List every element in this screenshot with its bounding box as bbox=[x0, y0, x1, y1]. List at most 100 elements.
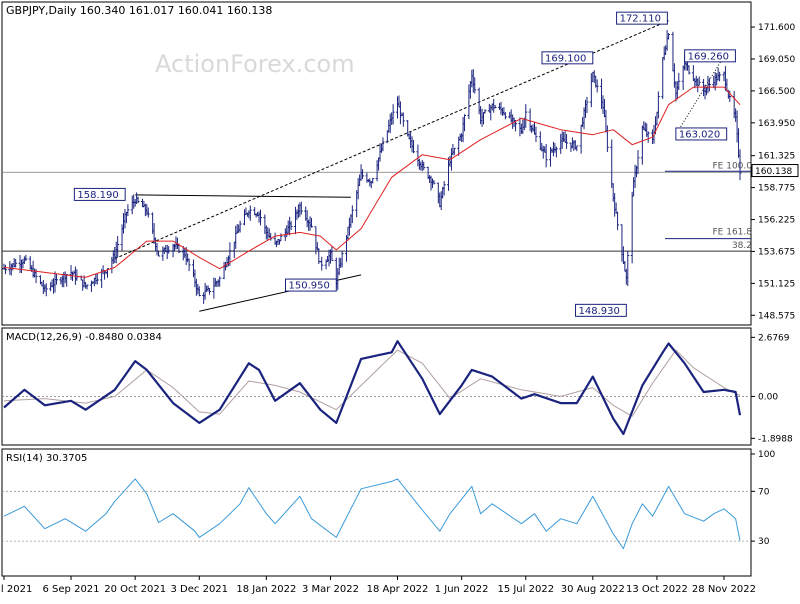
ohlc-bar bbox=[697, 76, 701, 86]
rsi-panel: RSI(14) 30.3705 100 70 30 bbox=[1, 448, 775, 577]
ohlc-bar bbox=[656, 91, 660, 119]
ohlc-bar bbox=[330, 245, 334, 261]
ohlc-bar bbox=[218, 276, 222, 287]
label-169100-box bbox=[541, 51, 594, 65]
price-axis-tick-label: 163.950 bbox=[758, 119, 795, 129]
ohlc-bar bbox=[156, 250, 160, 257]
ohlc-bar bbox=[585, 96, 589, 114]
fib-38-label: 38.2 bbox=[732, 241, 752, 251]
rsi-axis-tick-label: 70 bbox=[758, 487, 770, 497]
x-tick-label: 30 Aug 2022 bbox=[561, 584, 625, 595]
rsi-title: RSI(14) 30.3705 bbox=[6, 453, 87, 464]
ohlc-bar bbox=[442, 181, 446, 196]
ohlc-bar bbox=[422, 161, 426, 171]
ohlc-bar bbox=[350, 205, 354, 224]
label-158190-box bbox=[73, 187, 126, 201]
x-tick-label: 28 Nov 2022 bbox=[692, 584, 756, 595]
price-axis-tick-label: 158.775 bbox=[758, 184, 795, 194]
ohlc-bar bbox=[44, 283, 48, 297]
ohlc-bar bbox=[126, 204, 130, 217]
x-tick-label: 22 Jul 2021 bbox=[0, 584, 32, 595]
ohlc-bar bbox=[167, 246, 171, 254]
ohlc-bar bbox=[228, 242, 232, 266]
ohlc-bar bbox=[616, 211, 620, 231]
ohlc-bar bbox=[554, 146, 558, 158]
ohlc-bar bbox=[432, 180, 436, 185]
ohlc-bar bbox=[728, 90, 732, 103]
price-header: GBPJPY,Daily 160.340 161.017 160.041 160… bbox=[6, 4, 272, 17]
ohlc-bar bbox=[401, 112, 405, 127]
ohlc-bar bbox=[24, 254, 28, 262]
price-axis-tick-label: 151.125 bbox=[758, 279, 795, 289]
trendline-3 bbox=[675, 56, 725, 135]
ohlc-bar bbox=[14, 259, 18, 268]
ohlc-bar bbox=[503, 112, 507, 120]
trendline-2 bbox=[135, 194, 351, 198]
rsi-axis-tick-label: 100 bbox=[758, 450, 775, 460]
ohlc-bar bbox=[279, 233, 283, 242]
ohlc-bar bbox=[3, 264, 7, 275]
ohlc-bar bbox=[718, 71, 722, 82]
label-169100: 169.100 bbox=[545, 53, 586, 64]
rsi-axis-tick-label: 30 bbox=[758, 537, 770, 547]
ohlc-bar bbox=[626, 250, 630, 286]
ohlc-bar bbox=[452, 147, 456, 156]
x-tick-label: 1 Jun 2022 bbox=[435, 584, 489, 595]
fe-100-label: FE 100.0 bbox=[713, 161, 753, 171]
ohlc-bar bbox=[187, 258, 191, 272]
label-150950-box bbox=[284, 278, 337, 292]
ohlc-bar bbox=[473, 77, 477, 94]
ohlc-bar bbox=[310, 217, 314, 228]
price-axis-tick-label: 171.600 bbox=[758, 23, 795, 33]
watermark: ActionForex.com bbox=[155, 50, 355, 78]
macd-panel: MACD(12,26,9) -0.8480 0.0384 2.6769 0.00 -… bbox=[1, 327, 793, 446]
macd-signal-line bbox=[3, 349, 741, 417]
macd-title: MACD(12,26,9) -0.8480 0.0384 bbox=[6, 332, 162, 343]
fe-161-label: FE 161.8 bbox=[713, 228, 753, 238]
x-tick-label: 6 Sep 2021 bbox=[43, 584, 100, 595]
ohlc-bar bbox=[738, 149, 742, 181]
label-169260: 169.260 bbox=[688, 51, 729, 62]
x-tick-label: 20 Oct 2021 bbox=[104, 584, 166, 595]
ohlc-bar bbox=[687, 65, 691, 75]
label-148930: 148.930 bbox=[579, 306, 620, 317]
ohlc-bar bbox=[54, 273, 58, 285]
ohlc-bar bbox=[289, 221, 293, 230]
macd-axis-tick-label: -1.8988 bbox=[758, 434, 793, 444]
x-tick-label: 15 Jul 2022 bbox=[497, 584, 554, 595]
ohlc-bar bbox=[534, 126, 538, 142]
ohlc-bar bbox=[595, 79, 599, 93]
x-tick-label: 3 Mar 2022 bbox=[302, 584, 359, 595]
ohlc-bar bbox=[238, 220, 242, 233]
ohlc-bar bbox=[371, 177, 375, 184]
macd-line bbox=[3, 340, 742, 436]
price-axis-tick-label: 161.325 bbox=[758, 152, 795, 162]
ohlc-bar bbox=[381, 137, 385, 152]
ohlc-bar bbox=[248, 205, 252, 221]
label-169260-box bbox=[684, 49, 736, 63]
label-158190: 158.190 bbox=[77, 190, 118, 201]
label-172110: 172.110 bbox=[620, 14, 661, 25]
ohlc-bar bbox=[483, 109, 487, 114]
ohlc-bar bbox=[391, 104, 395, 125]
ohlc-bar bbox=[493, 104, 497, 109]
ohlc-bar bbox=[636, 150, 640, 175]
x-axis: 22 Jul 2021 6 Sep 2021 20 Oct 2021 3 Dec 20… bbox=[0, 576, 756, 595]
x-tick-label: 18 Apr 2022 bbox=[367, 584, 429, 595]
ohlc-bar bbox=[707, 78, 711, 92]
last-price-label: 160.138 bbox=[755, 167, 792, 177]
macd-axis-tick-label: 0.00 bbox=[758, 392, 778, 402]
rsi-panel-frame bbox=[1, 448, 752, 577]
price-panel-frame bbox=[1, 1, 752, 326]
ohlc-bar bbox=[146, 207, 150, 218]
label-163020: 163.020 bbox=[679, 129, 720, 140]
price-axis-tick-label: 148.575 bbox=[758, 311, 795, 321]
ohlc-bar bbox=[85, 284, 89, 290]
price-panel: GBPJPY,Daily 160.340 161.017 160.041 160… bbox=[1, 1, 799, 326]
price-axis-tick-label: 153.675 bbox=[758, 247, 795, 257]
ohlc-bar bbox=[136, 196, 140, 204]
last-price-box bbox=[751, 164, 799, 178]
moving-average-line bbox=[3, 86, 741, 278]
ohlc-bar bbox=[299, 201, 303, 215]
